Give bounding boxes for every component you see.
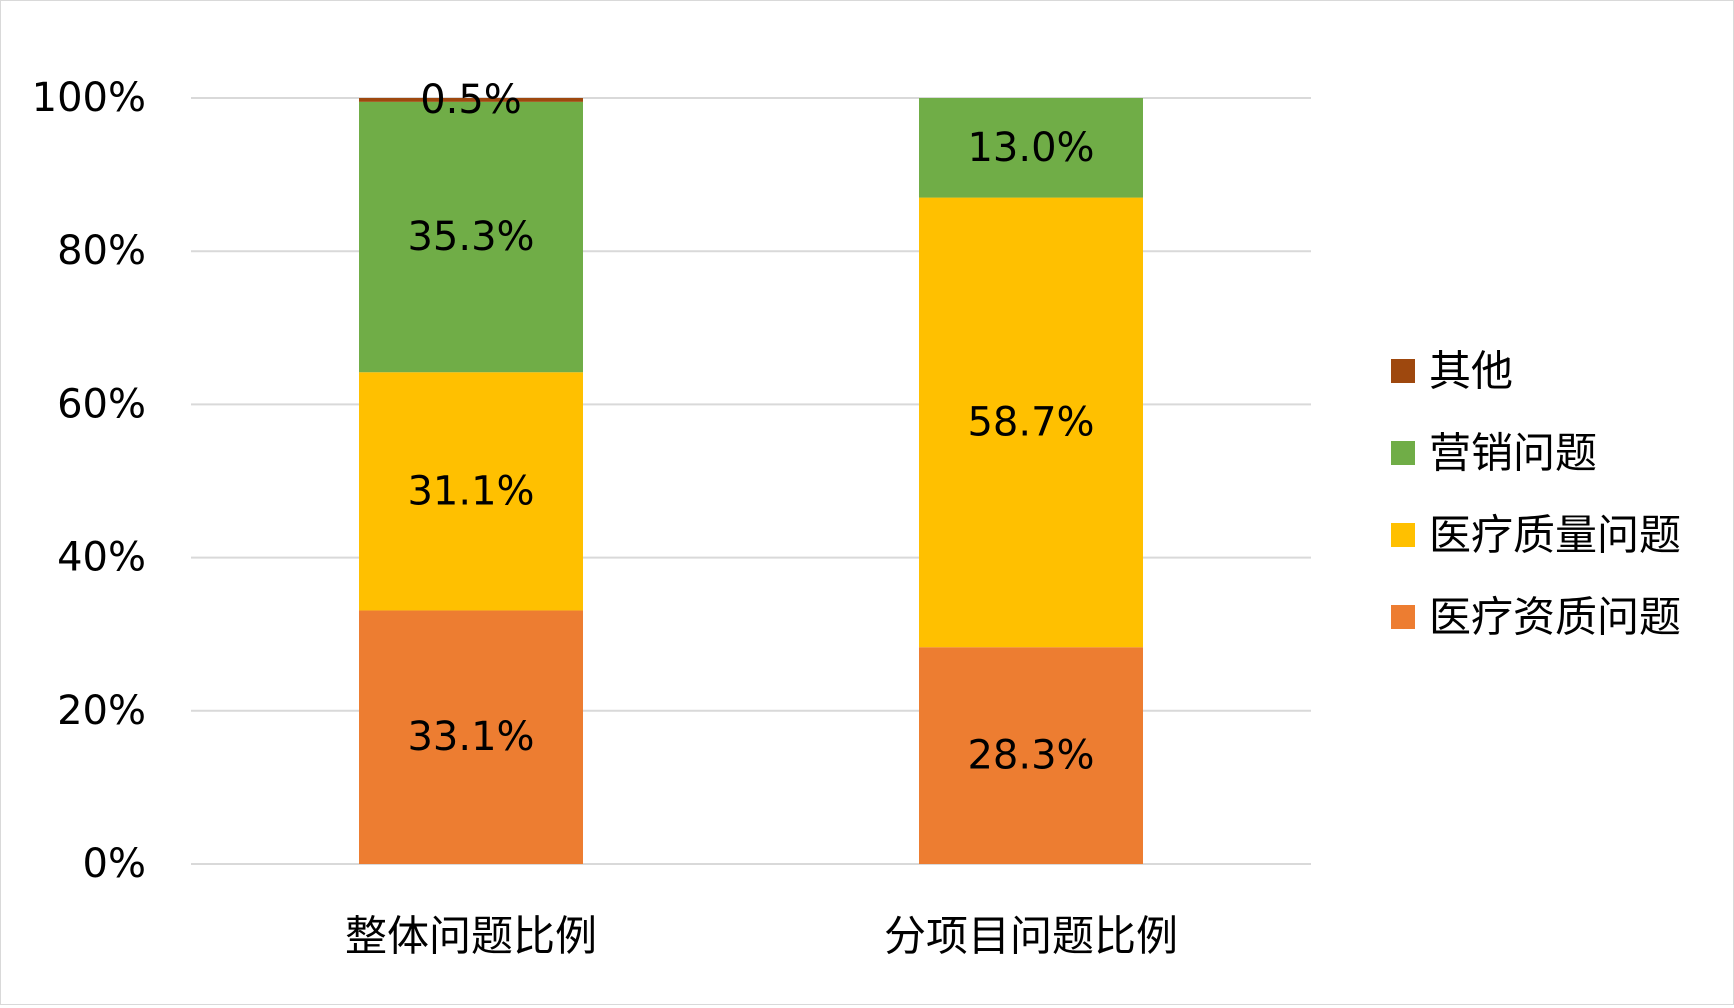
bar-segment-1-2 <box>919 98 1143 198</box>
y-tick-label: 80% <box>57 228 146 274</box>
data-label: 58.7% <box>967 399 1094 445</box>
x-category-label: 整体问题比例 <box>345 912 597 961</box>
data-label: 33.1% <box>407 714 534 760</box>
data-label: 0.5% <box>420 77 522 123</box>
legend-swatch <box>1391 359 1415 383</box>
x-category-label: 分项目问题比例 <box>884 912 1178 961</box>
bar-segment-0-1 <box>359 372 583 611</box>
y-tick-label: 40% <box>57 535 146 581</box>
bar-segment-1-1 <box>919 197 1143 648</box>
legend-swatch <box>1391 441 1415 465</box>
y-tick-label: 20% <box>57 688 146 734</box>
legend-swatch <box>1391 523 1415 547</box>
legend-item: 医疗质量问题 <box>1391 511 1681 560</box>
data-label: 31.1% <box>407 468 534 514</box>
legend-label: 其他 <box>1429 347 1513 396</box>
data-label: 35.3% <box>407 214 534 260</box>
legend-label: 医疗资质问题 <box>1429 593 1681 642</box>
bar-segment-0-0 <box>359 610 583 864</box>
legend-item: 医疗资质问题 <box>1391 593 1681 642</box>
bar-segment-1-0 <box>919 647 1143 864</box>
legend-swatch <box>1391 605 1415 629</box>
bar-segment-0-2 <box>359 101 583 373</box>
data-label: 28.3% <box>967 733 1094 779</box>
legend-label: 营销问题 <box>1429 429 1597 478</box>
legend-item: 营销问题 <box>1391 429 1597 478</box>
y-tick-label: 0% <box>83 841 146 887</box>
y-tick-label: 60% <box>57 381 146 427</box>
legend-label: 医疗质量问题 <box>1429 511 1681 560</box>
bars-layer <box>359 98 1143 864</box>
legend-item: 其他 <box>1391 347 1513 396</box>
bar-segment-0-3 <box>359 98 583 102</box>
data-labels-layer: 33.1% 31.1% 35.3% 0.5% 28.3% 58.7% 13.0% <box>407 77 1094 779</box>
y-tick-label: 100% <box>32 75 146 121</box>
axis-layer: 0% 20% 40% 60% 80% 100% 整体问题比例 分项目问题比例 <box>32 75 1178 961</box>
data-label: 13.0% <box>967 125 1094 171</box>
